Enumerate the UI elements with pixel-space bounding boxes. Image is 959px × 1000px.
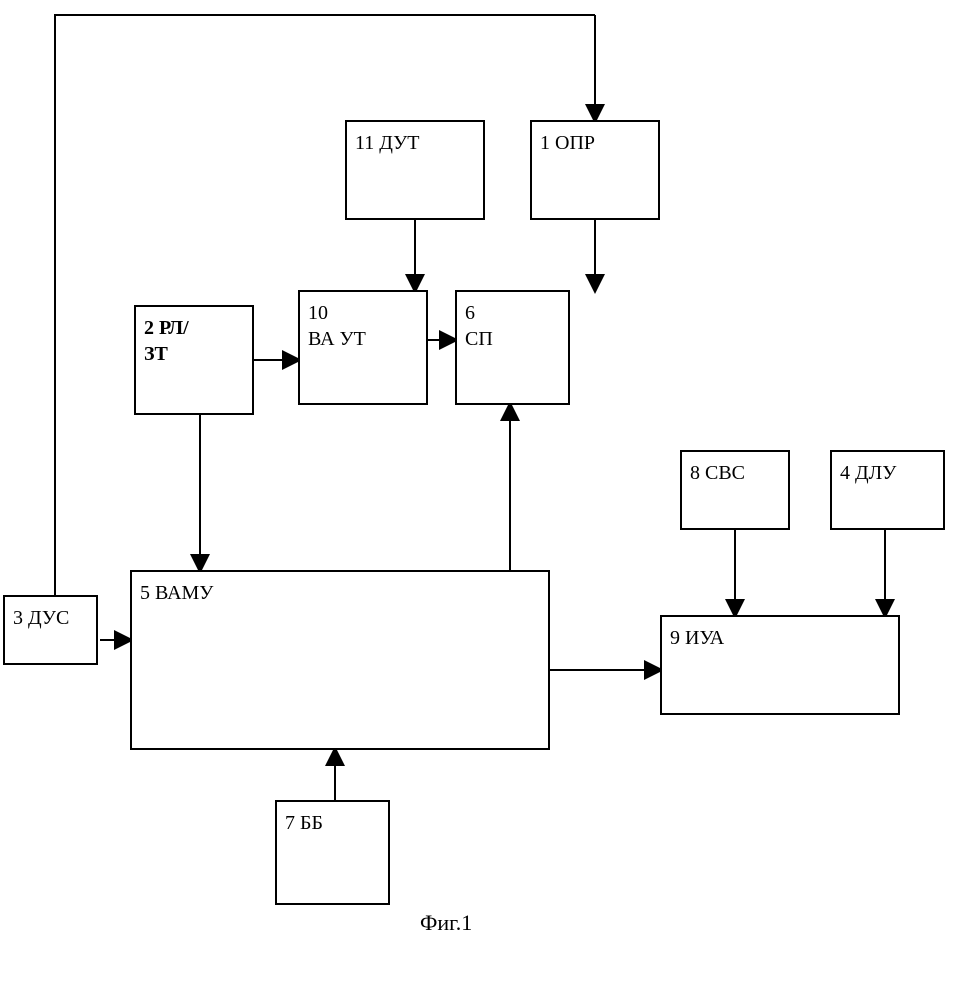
node-label: 9 ИУА xyxy=(670,627,724,649)
node-label: 10 ВА УТ xyxy=(308,302,366,350)
node-label: 4 ДЛУ xyxy=(840,462,896,484)
node-label: 5 ВАМУ xyxy=(140,582,213,604)
node-label: 8 СВС xyxy=(690,462,745,484)
node-label: 7 ББ xyxy=(285,812,323,834)
node-n9: 9 ИУА xyxy=(660,615,900,715)
node-n2: 2 РЛ/ ЗТ xyxy=(134,305,254,415)
node-label: 11 ДУТ xyxy=(355,132,420,154)
node-n1: 1 ОПР xyxy=(530,120,660,220)
node-n4: 4 ДЛУ xyxy=(830,450,945,530)
diagram-container: 1 ОПР 2 РЛ/ ЗТ 3 ДУС 4 ДЛУ 5 ВАМУ 6 СП 7 ББ 8 С… xyxy=(0,0,959,1000)
node-label: 3 ДУС xyxy=(13,607,69,629)
node-label: 2 РЛ/ ЗТ xyxy=(144,317,189,365)
node-n3: 3 ДУС xyxy=(3,595,98,665)
figure-caption: Фиг.1 xyxy=(420,910,472,936)
node-label: 1 ОПР xyxy=(540,132,595,154)
node-n11: 11 ДУТ xyxy=(345,120,485,220)
node-n8: 8 СВС xyxy=(680,450,790,530)
node-n10: 10 ВА УТ xyxy=(298,290,428,405)
node-n5: 5 ВАМУ xyxy=(130,570,550,750)
node-label: 6 СП xyxy=(465,302,493,350)
node-n6: 6 СП xyxy=(455,290,570,405)
node-n7: 7 ББ xyxy=(275,800,390,905)
